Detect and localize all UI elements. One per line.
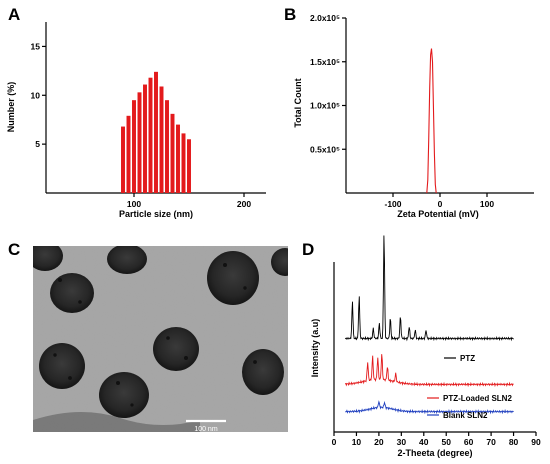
panel-a-bar (181, 133, 186, 193)
panel-d-legend-label: PTZ (460, 354, 475, 363)
tem-particle (207, 251, 259, 305)
panel-d-legend-label: Blank SLN2 (443, 411, 488, 420)
tem-film-shadow (33, 411, 200, 432)
tem-particle (107, 246, 147, 274)
panel-d-x-ticks: 0 10 20 30 40 50 60 70 80 90 (332, 432, 541, 447)
panel-b-x-tick-label: -100 (384, 199, 401, 209)
panel-d-y-title: Intensity (a.u) (310, 319, 320, 378)
panel-a-bar (143, 84, 147, 193)
panel-b-y-tick-label: 1.5x10⁵ (310, 57, 340, 67)
panel-d-chart: PTZ PTZ-Loaded SLN2 Blank SLN2 0 10 20 30 40 50… (310, 235, 541, 458)
panel-a-bar (132, 100, 136, 193)
tem-image: 100 nm (33, 246, 288, 433)
panel-c-label: C (8, 240, 20, 259)
panel-d-x-tick-label: 10 (352, 437, 362, 447)
tem-particle (153, 327, 199, 371)
panel-d-x-title: 2-Theeta (degree) (397, 448, 472, 458)
panel-b-x-tick-label: 0 (438, 199, 443, 209)
panel-a-y-tick-label: 15 (31, 41, 41, 51)
panel-d-x-tick-label: 70 (486, 437, 496, 447)
tem-particle (271, 248, 288, 276)
panel-d-xrd-patterns (344, 235, 514, 415)
panel-a-y-tick-label: 5 (35, 139, 40, 149)
panel-a-bar (148, 77, 153, 193)
panel-a-bar (126, 115, 131, 193)
panel-d-series-line (344, 354, 514, 388)
panel-d-legend-label: PTZ-Loaded SLN2 (443, 394, 512, 403)
panel-d-x-tick-label: 50 (441, 437, 451, 447)
tem-surface-dots (53, 263, 257, 407)
panel-d-x-tick-label: 0 (332, 437, 337, 447)
panel-d-series-line (344, 235, 514, 342)
panel-a-bar (165, 100, 169, 193)
panel-d-x-tick-label: 80 (509, 437, 519, 447)
tem-particle (33, 246, 63, 271)
panel-b-y-ticks: 0.5x10⁵ 1.0x10⁵ 1.5x10⁵ 2.0x10⁵ (310, 13, 346, 154)
panel-b-y-tick-label: 0.5x10⁵ (310, 144, 340, 154)
panel-a-x-tick-label: 200 (237, 199, 251, 209)
panel-a-bars (121, 71, 191, 193)
panel-d-x-tick-label: 60 (464, 437, 474, 447)
panel-a-bar (176, 124, 180, 193)
panel-a-x-tick-label: 100 (127, 199, 141, 209)
panel-d-series-line (344, 400, 514, 415)
panel-b-x-title: Zeta Potential (mV) (397, 209, 479, 219)
panel-a-y-title: Number (%) (6, 82, 16, 133)
panel-a-y-tick-label: 10 (31, 90, 41, 100)
tem-particle (99, 372, 149, 418)
panel-a-bar (154, 71, 158, 193)
panel-d-x-tick-label: 20 (374, 437, 384, 447)
panel-a-x-title: Particle size (nm) (119, 209, 193, 219)
panel-b-y-tick-label: 1.0x10⁵ (310, 101, 340, 111)
panel-a-bar (137, 92, 142, 193)
panel-a-chart: 100 200 5 10 15 Particle size (nm) Number (… (6, 22, 266, 219)
panel-b-y-title: Total Count (293, 78, 303, 127)
panel-b-chart: -100 0 100 0.5x10⁵ 1.0x10⁵ 1.5x10⁵ 2.0x10⁵ Ze… (293, 13, 534, 219)
panel-a-y-ticks: 5 10 15 (31, 41, 46, 149)
panel-a-x-ticks: 100 200 (127, 193, 251, 209)
panel-a-bar (159, 86, 164, 193)
panel-b-y-tick-label: 2.0x10⁵ (310, 13, 340, 23)
panel-b-zeta-curve (426, 48, 437, 194)
panel-b-x-ticks: -100 0 100 (384, 193, 494, 209)
panel-a-bar (187, 139, 191, 193)
panel-d-legend: PTZ PTZ-Loaded SLN2 Blank SLN2 (427, 354, 512, 420)
tem-scale-label: 100 nm (194, 426, 218, 433)
panel-d-x-tick-label: 90 (531, 437, 541, 447)
tem-particle (50, 273, 94, 313)
panel-d-x-tick-label: 40 (419, 437, 429, 447)
panel-a-bar (170, 113, 175, 193)
tem-particle (39, 343, 85, 389)
tem-particle (242, 349, 284, 395)
panel-d-x-tick-label: 30 (397, 437, 407, 447)
panel-b-x-tick-label: 100 (480, 199, 494, 209)
panel-b-label: B (284, 5, 296, 24)
panel-a-bar (121, 126, 125, 193)
panel-d-label: D (302, 240, 314, 259)
panel-a-label: A (8, 5, 20, 24)
